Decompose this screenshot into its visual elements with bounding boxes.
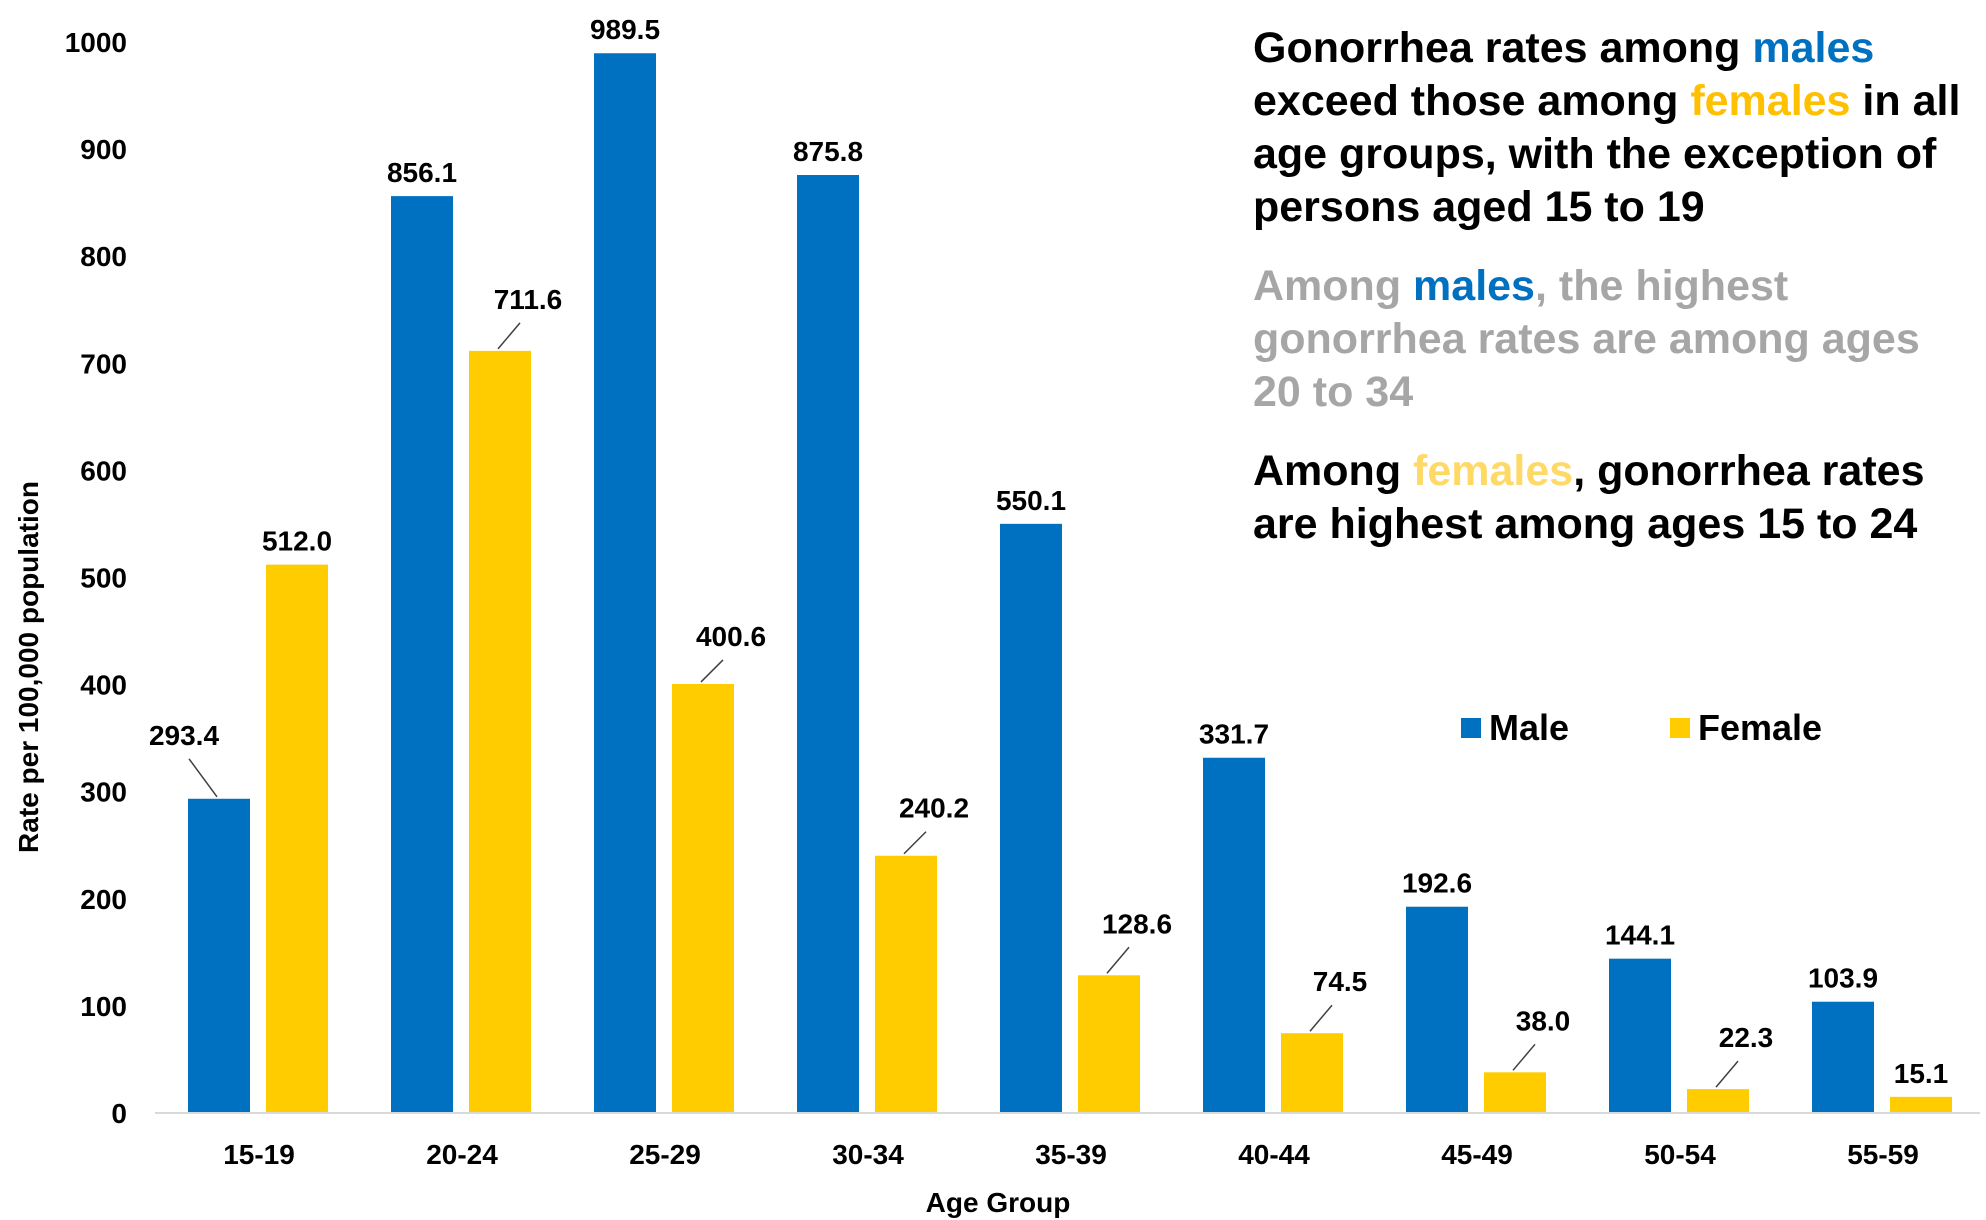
note-text: Among [1253, 447, 1414, 495]
bar-female [1484, 1072, 1546, 1113]
note-males-highest: Among males, the highest gonorrhea rates… [1253, 260, 1978, 419]
data-labels: 293.4 856.1 989.5 875.8 550.1 331.7 192.6 144.1… [149, 14, 1948, 1089]
data-label-male: 144.1 [1605, 920, 1675, 951]
leader-line [903, 831, 927, 855]
bar-male [1406, 906, 1468, 1113]
data-label-female: 128.6 [1102, 908, 1172, 939]
y-tick-label: 900 [80, 134, 127, 165]
bar-male [1812, 1001, 1874, 1113]
note-text: , the highest gonorrhea rates are among … [1253, 262, 1920, 416]
data-label-female: 74.5 [1313, 966, 1368, 997]
bar-male [1000, 523, 1062, 1113]
y-tick-label: 100 [80, 991, 127, 1022]
y-axis-title: Rate per 100,000 population [13, 481, 44, 853]
note-text: in all age groups, with the exception of… [1253, 77, 1961, 231]
data-label-male: 192.6 [1402, 868, 1472, 899]
note-text-females: females [1690, 77, 1851, 125]
legend: Male Female [1461, 707, 1822, 748]
bars [188, 53, 1952, 1114]
data-label-female: 711.6 [494, 284, 563, 315]
note-text-females: females [1413, 447, 1574, 495]
bar-female [1687, 1089, 1749, 1113]
y-tick-label: 300 [80, 777, 127, 808]
bar-male [797, 175, 859, 1114]
x-tick-label: 50-54 [1644, 1139, 1716, 1170]
data-label-male: 103.9 [1808, 963, 1878, 994]
bar-female [672, 683, 734, 1113]
y-tick-label: 500 [80, 563, 127, 594]
y-tick-label: 700 [80, 348, 127, 379]
data-label-male: 550.1 [996, 485, 1066, 516]
y-tick-label: 200 [80, 884, 127, 915]
data-label-female: 400.6 [696, 621, 766, 652]
data-label-female: 15.1 [1894, 1058, 1949, 1089]
bar-male [1609, 958, 1671, 1113]
data-label-male: 875.8 [793, 136, 863, 167]
bar-male [594, 53, 656, 1114]
leader-line [497, 322, 521, 350]
leader-line [1106, 946, 1130, 974]
x-tick-label: 55-59 [1847, 1139, 1919, 1170]
bar-female [1281, 1033, 1343, 1113]
y-tick-label: 0 [111, 1098, 127, 1129]
y-tick-label: 800 [80, 241, 127, 272]
data-label-male: 989.5 [590, 14, 660, 45]
data-label-female: 240.2 [899, 793, 969, 824]
x-tick-label: 35-39 [1035, 1139, 1107, 1170]
note-male-vs-female: Gonorrhea rates among males exceed those… [1253, 22, 1978, 234]
legend-swatch-male [1461, 718, 1481, 738]
x-tick-label: 30-34 [832, 1139, 904, 1170]
data-label-leaders [188, 322, 1739, 1088]
x-axis-ticks: 15-19 20-24 25-29 30-34 35-39 40-44 45-49 50-54… [223, 1139, 1919, 1170]
note-text: exceed those among [1253, 77, 1691, 125]
bar-female [1078, 975, 1140, 1113]
note-females-highest: Among females, gonorrhea rates are highe… [1253, 445, 1978, 551]
bar-female [1890, 1096, 1952, 1113]
x-tick-label: 25-29 [629, 1139, 701, 1170]
note-text: , gonorrhea rates are highest among ages… [1253, 447, 1925, 548]
data-label-female: 22.3 [1719, 1022, 1774, 1053]
x-tick-label: 45-49 [1441, 1139, 1513, 1170]
legend-swatch-female [1670, 718, 1690, 738]
bar-female [266, 564, 328, 1113]
y-axis-ticks: 0 100 200 300 400 500 600 700 800 900 1000 [65, 27, 127, 1129]
annotation-notes: Gonorrhea rates among males exceed those… [1253, 22, 1978, 577]
note-text-males: males [1413, 262, 1535, 310]
legend-label-male: Male [1489, 707, 1569, 748]
bar-female [875, 855, 937, 1113]
data-label-male: 331.7 [1199, 719, 1269, 750]
note-text: Among [1253, 262, 1414, 310]
bar-male [1203, 757, 1265, 1113]
y-tick-label: 400 [80, 670, 127, 701]
data-label-male: 293.4 [149, 720, 219, 751]
y-tick-label: 1000 [65, 27, 127, 58]
y-tick-label: 600 [80, 455, 127, 486]
note-text: Gonorrhea rates among [1253, 24, 1753, 72]
data-label-male: 856.1 [387, 157, 457, 188]
bar-female [469, 350, 531, 1113]
leader-line [188, 758, 218, 798]
x-axis-title: Age Group [926, 1187, 1071, 1218]
x-tick-label: 15-19 [223, 1139, 295, 1170]
leader-line [1512, 1043, 1536, 1071]
note-text-males: males [1752, 24, 1875, 72]
x-tick-label: 20-24 [426, 1139, 498, 1170]
data-label-female: 38.0 [1516, 1005, 1571, 1036]
legend-label-female: Female [1698, 707, 1822, 748]
leader-line [700, 659, 724, 683]
data-label-female: 512.0 [262, 526, 332, 557]
leader-line [1309, 1004, 1333, 1032]
bar-male [188, 798, 250, 1113]
bar-male [391, 196, 453, 1114]
x-tick-label: 40-44 [1238, 1139, 1310, 1170]
leader-line [1715, 1060, 1739, 1088]
